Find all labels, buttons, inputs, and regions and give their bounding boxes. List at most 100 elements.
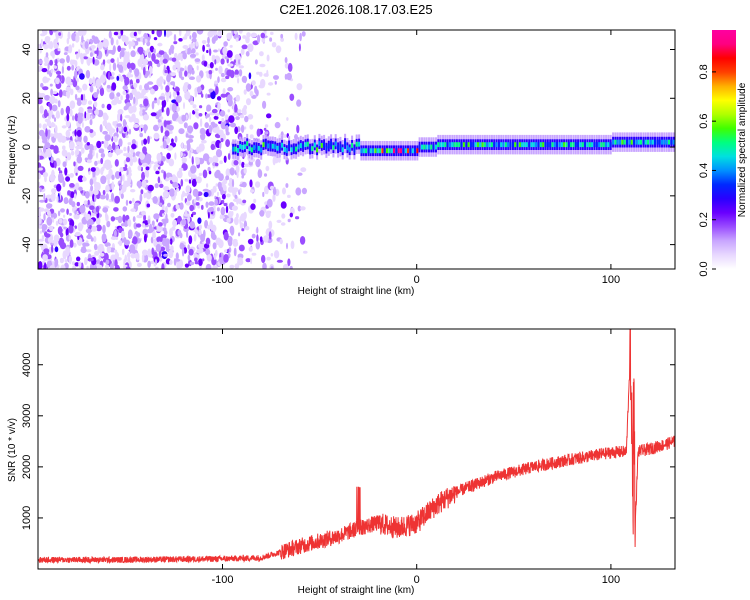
heatmap-speckle bbox=[65, 91, 69, 97]
heatmap-speckle bbox=[233, 247, 237, 257]
heatmap-speckle bbox=[241, 107, 247, 115]
heatmap-speckle bbox=[96, 152, 99, 159]
heatmap-speckle bbox=[69, 100, 76, 109]
heatmap-speckle bbox=[110, 58, 115, 63]
heatmap-speckle bbox=[97, 264, 103, 269]
heatmap-speckle bbox=[49, 41, 54, 50]
heatmap-speckle bbox=[47, 62, 50, 71]
heatmap-band-core bbox=[654, 139, 656, 145]
heatmap-speckle bbox=[53, 117, 57, 122]
heatmap-speckle bbox=[247, 114, 254, 120]
y-tick-label: 2000 bbox=[21, 455, 33, 479]
heatmap-speckle bbox=[60, 135, 67, 143]
heatmap-speckle bbox=[191, 38, 197, 43]
heatmap-band-core bbox=[302, 144, 305, 150]
heatmap-speckle bbox=[213, 115, 219, 120]
heatmap-speckle bbox=[235, 164, 240, 174]
heatmap-speckle bbox=[164, 30, 166, 37]
heatmap-speckle bbox=[175, 95, 182, 103]
heatmap-speckle bbox=[250, 257, 253, 265]
heatmap-speckle bbox=[116, 39, 119, 46]
heatmap-speckle bbox=[100, 175, 107, 185]
heatmap-speckle bbox=[89, 119, 93, 126]
heatmap-speckle bbox=[298, 43, 301, 52]
heatmap-band-core bbox=[581, 142, 584, 148]
heatmap-speckle bbox=[179, 67, 185, 72]
snr-x-ticks: -100 0 100 bbox=[211, 329, 620, 586]
snr-panel: -100 0 100 1000 2000 3000 4000 Height of stra… bbox=[7, 328, 676, 596]
heatmap-speckle bbox=[66, 208, 69, 215]
heatmap-speckle bbox=[234, 263, 240, 269]
heatmap-speckle bbox=[273, 75, 279, 80]
heatmap-speckle bbox=[51, 104, 58, 112]
heatmap-speckle bbox=[56, 195, 59, 203]
heatmap-speckle bbox=[84, 41, 89, 50]
heatmap-band-core bbox=[651, 139, 654, 145]
heatmap-band-core bbox=[602, 142, 605, 148]
heatmap-speckle bbox=[90, 45, 96, 49]
heatmap-speckle bbox=[176, 91, 180, 96]
heatmap-speckle bbox=[224, 249, 228, 253]
heatmap-speckle bbox=[282, 134, 288, 138]
heatmap-speckle bbox=[87, 218, 94, 225]
heatmap-speckle bbox=[118, 227, 123, 234]
heatmap-speckle bbox=[162, 58, 168, 64]
heatmap-band-core bbox=[551, 142, 554, 148]
heatmap-speckle bbox=[166, 107, 170, 117]
heatmap-speckle bbox=[183, 102, 185, 110]
heatmap-speckle bbox=[76, 256, 81, 262]
heatmap-speckle bbox=[287, 62, 293, 72]
heatmap-speckle bbox=[198, 258, 203, 267]
heatmap-band-core bbox=[367, 148, 370, 154]
heatmap-speckle bbox=[122, 90, 127, 95]
heatmap-speckle bbox=[227, 248, 230, 253]
heatmap-speckle bbox=[118, 61, 124, 66]
heatmap-speckle bbox=[193, 122, 199, 130]
heatmap-band-core bbox=[353, 147, 356, 153]
heatmap-speckle bbox=[133, 222, 138, 230]
heatmap-speckle bbox=[62, 250, 67, 260]
heatmap-speckle bbox=[111, 142, 116, 151]
heatmap-speckle bbox=[73, 161, 76, 167]
heatmap-speckle bbox=[214, 198, 218, 206]
heatmap-speckle bbox=[69, 183, 75, 188]
heatmap-band-core bbox=[672, 139, 675, 145]
heatmap-band-core bbox=[462, 142, 465, 148]
y-tick-label: -40 bbox=[21, 237, 33, 253]
heatmap-band-core bbox=[612, 139, 615, 145]
heatmap-speckle bbox=[237, 77, 240, 84]
heatmap-speckle bbox=[127, 142, 132, 146]
heatmap-speckle bbox=[159, 180, 163, 185]
heatmap-speckle bbox=[60, 107, 64, 116]
heatmap-speckle bbox=[129, 158, 134, 167]
heatmap-speckle bbox=[129, 200, 132, 204]
heatmap-speckle bbox=[113, 31, 119, 36]
heatmap-speckle bbox=[187, 194, 192, 201]
heatmap-speckle bbox=[125, 199, 129, 206]
heatmap-speckle bbox=[62, 180, 66, 188]
heatmap-speckle bbox=[143, 98, 149, 107]
heatmap-speckle bbox=[119, 167, 124, 173]
heatmap-speckle bbox=[122, 119, 127, 128]
heatmap-band-core bbox=[504, 142, 507, 148]
heatmap-speckle bbox=[128, 92, 134, 101]
heatmap-band-core bbox=[232, 146, 235, 152]
heatmap-speckle bbox=[171, 103, 177, 113]
heatmap-speckle bbox=[189, 35, 192, 40]
heatmap-speckle bbox=[231, 30, 234, 35]
heatmap-band-core bbox=[633, 139, 636, 145]
heatmap-speckle bbox=[266, 210, 272, 214]
heatmap-speckle bbox=[180, 151, 183, 158]
heatmap-speckle bbox=[202, 258, 205, 262]
heatmap-speckle bbox=[125, 93, 130, 100]
heatmap-speckle bbox=[43, 213, 46, 221]
heatmap-speckle bbox=[257, 169, 263, 179]
heatmap-speckle bbox=[46, 70, 50, 75]
heatmap-speckle bbox=[259, 211, 263, 216]
heatmap-speckle bbox=[125, 266, 131, 269]
heatmap-speckle bbox=[216, 191, 220, 197]
heatmap-speckle bbox=[42, 123, 48, 130]
heatmap-speckle bbox=[243, 89, 247, 95]
heatmap-speckle bbox=[220, 138, 224, 143]
heatmap-speckle bbox=[44, 94, 51, 101]
